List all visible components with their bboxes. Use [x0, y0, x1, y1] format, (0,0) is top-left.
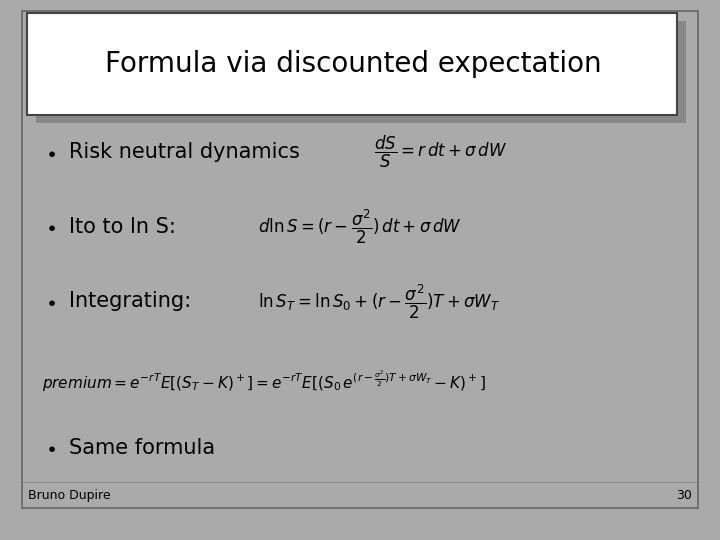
Text: Risk neutral dynamics: Risk neutral dynamics: [69, 143, 300, 163]
Text: $\ln S_T = \ln S_0 + (r - \dfrac{\sigma^2}{2})T + \sigma W_T$: $\ln S_T = \ln S_0 + (r - \dfrac{\sigma^…: [258, 282, 500, 321]
Text: Ito to ln S:: Ito to ln S:: [69, 217, 176, 237]
Text: $\bullet$: $\bullet$: [45, 438, 56, 457]
Text: $\bullet$: $\bullet$: [45, 292, 56, 311]
Text: $\bullet$: $\bullet$: [45, 218, 56, 237]
FancyBboxPatch shape: [37, 21, 686, 123]
Text: $\bullet$: $\bullet$: [45, 143, 56, 162]
Text: $\dfrac{dS}{S} = r\,dt + \sigma\,dW$: $\dfrac{dS}{S} = r\,dt + \sigma\,dW$: [374, 134, 507, 171]
Text: Integrating:: Integrating:: [69, 292, 191, 312]
Text: Bruno Dupire: Bruno Dupire: [28, 489, 111, 502]
Text: Formula via discounted expectation: Formula via discounted expectation: [105, 50, 601, 78]
Text: $\mathit{premium} = e^{-rT}E[(S_T - K)^+] = e^{-rT}E[(S_0\,e^{(r-\frac{\sigma^2}: $\mathit{premium} = e^{-rT}E[(S_T - K)^+…: [42, 368, 486, 394]
Text: Same formula: Same formula: [69, 438, 215, 458]
Text: 30: 30: [676, 489, 692, 502]
Text: $d\ln S = (r - \dfrac{\sigma^2}{2})\,dt + \sigma\,dW$: $d\ln S = (r - \dfrac{\sigma^2}{2})\,dt …: [258, 208, 462, 246]
FancyBboxPatch shape: [27, 14, 677, 115]
